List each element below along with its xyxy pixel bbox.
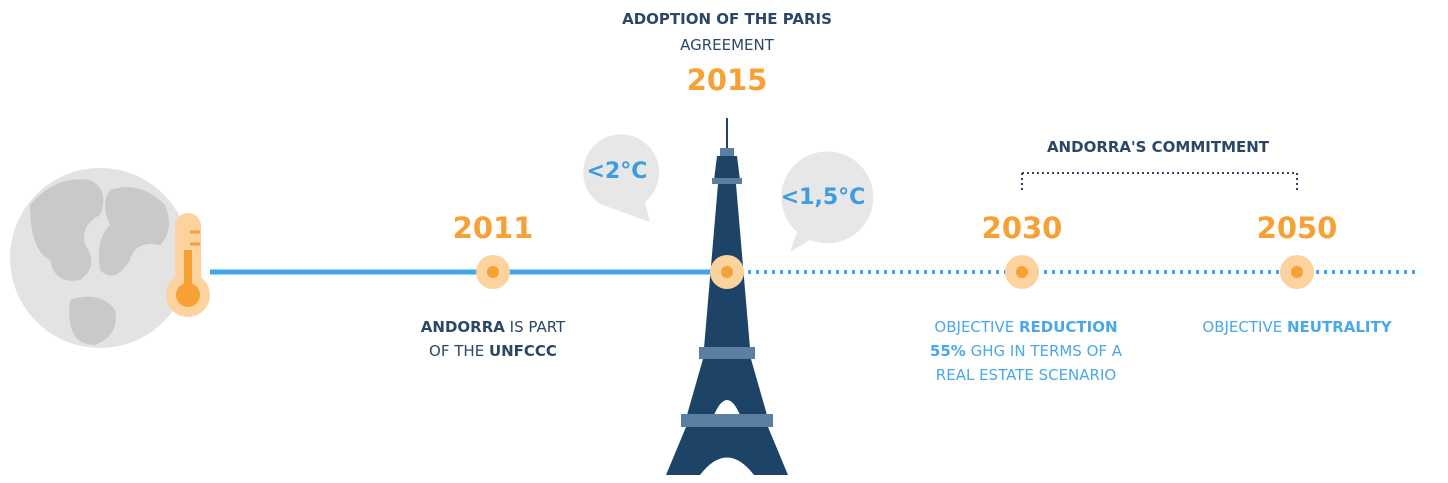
caption-segment: REDUCTION — [1019, 318, 1118, 336]
node-dot — [721, 266, 733, 278]
node-dot — [487, 266, 499, 278]
caption-segment: OF THE — [429, 342, 489, 360]
milestone-caption: OBJECTIVE NEUTRALITY — [1202, 318, 1392, 336]
milestone-year: 2050 — [1257, 211, 1338, 245]
commitment-bracket — [1021, 172, 1298, 190]
bubble-label: <1,5°C — [781, 185, 866, 210]
caption-segment: REAL ESTATE SCENARIO — [936, 366, 1116, 384]
globe — [10, 168, 190, 348]
caption-segment: UNFCCC — [489, 342, 557, 360]
milestone-caption: 55% GHG IN TERMS OF A — [930, 342, 1123, 360]
caption-segment: GHG IN TERMS OF A — [966, 342, 1123, 360]
caption-segment: NEUTRALITY — [1287, 318, 1393, 336]
caption-segment: OBJECTIVE — [1202, 318, 1287, 336]
bubble-shape — [781, 151, 874, 252]
milestone-year: 2011 — [453, 211, 534, 245]
bubble-shape — [583, 134, 660, 222]
milestone-caption: OF THE UNFCCC — [429, 342, 557, 360]
milestone-caption: ANDORRA IS PART — [421, 318, 566, 336]
milestone-caption: REAL ESTATE SCENARIO — [936, 366, 1116, 384]
thermometer — [166, 213, 210, 317]
node-dot — [1291, 266, 1303, 278]
header-title: ADOPTION OF THE PARIS — [622, 10, 832, 28]
node-dot — [1016, 266, 1028, 278]
bubble-label: <2°C — [587, 159, 648, 184]
caption-segment: IS PART — [505, 318, 566, 336]
milestone-caption: OBJECTIVE REDUCTION — [934, 318, 1117, 336]
header-subtitle: AGREEMENT — [680, 36, 775, 54]
milestone-year: 2030 — [982, 211, 1063, 245]
caption-segment: ANDORRA — [421, 318, 505, 336]
header-year: 2015 — [687, 63, 768, 97]
caption-segment: OBJECTIVE — [934, 318, 1019, 336]
eiffel-tower — [666, 118, 788, 475]
commitment-label: ANDORRA'S COMMITMENT — [1047, 138, 1270, 156]
caption-segment: 55% — [930, 342, 966, 360]
